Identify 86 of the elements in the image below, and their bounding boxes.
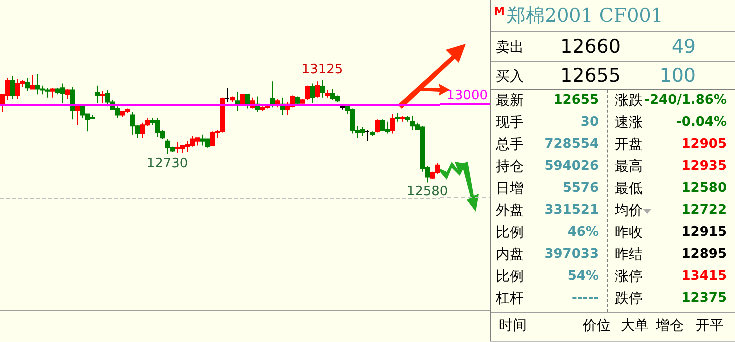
annotation: 12580 [406,184,448,200]
text: -0.04% [676,115,727,131]
text: 728554 [544,137,599,153]
candlestick [65,88,70,100]
text: 100 [660,65,696,87]
text: 涨停 [615,269,643,285]
text: M [494,4,505,20]
candlestick [95,85,100,104]
text: 卖出 [496,40,524,56]
text: 郑棉2001 CF001 [507,5,664,27]
candlestick [305,85,310,101]
candlestick [320,80,325,98]
text: 现手 [496,115,524,131]
text: 397033 [544,247,599,263]
candlestick [75,105,80,126]
text: 12660 [560,36,621,58]
candlestick [365,130,370,142]
text: 最低 [615,181,643,197]
candlestick [375,119,380,134]
text: 价位 [583,318,611,334]
text: 昨收 [615,225,643,241]
text: 331521 [544,203,599,219]
text: 13415 [682,269,727,285]
candlestick [295,96,300,105]
candlestick [390,114,395,134]
candlestick [230,96,235,103]
text: 大单 [621,318,649,334]
text: 12580 [682,181,727,197]
annotation: 12730 [146,156,188,172]
text: 时间 [499,318,527,334]
text: 12655 [554,93,599,109]
text: 买入 [496,69,524,85]
text: 594026 [544,159,599,175]
candlestick [70,86,75,120]
candlestick [100,90,105,104]
text: 跌停 [615,291,643,307]
text: 12895 [682,247,727,263]
text: 昨结 [615,247,643,263]
text: 最新 [496,93,524,109]
candlestick [370,131,375,136]
text: 杠杆 [496,291,524,307]
text: 外盘 [496,203,524,219]
text: 5576 [562,181,599,197]
candlestick [315,81,320,98]
candlestick [235,92,240,112]
candlestick [310,83,315,104]
candlestick [50,88,55,98]
candlestick [225,88,230,103]
text: ----- [572,291,599,307]
text: 增仓 [656,318,684,334]
text: 12722 [682,203,727,219]
text: 12655 [560,65,621,87]
candlestick [30,74,35,90]
text: 总手 [496,137,524,153]
text: 开盘 [615,137,643,153]
text: 13000 [446,88,488,104]
text: 均价 [615,203,643,219]
text: 12905 [682,137,727,153]
text: 日增 [496,181,524,197]
candlestick [10,76,15,100]
text: 12935 [682,159,727,175]
text: 12915 [682,225,727,241]
candlestick [405,116,410,122]
text: 30 [580,115,599,131]
text: 内盘 [496,247,524,263]
candlestick [270,81,275,108]
text: 46% [568,225,599,241]
candlestick [25,78,30,92]
candlestick [400,116,405,122]
text: 最高 [615,159,643,175]
text: 54% [568,269,599,285]
candlestick [395,112,400,122]
text: 速涨 [615,115,643,131]
candlestick [300,98,305,104]
annotation: 13125 [302,62,344,78]
text: 持仓 [496,159,524,175]
text: 49 [672,36,696,58]
text: 比例 [496,269,524,285]
candlestick [245,94,250,110]
candlestick [240,94,245,106]
text: 开平 [696,318,724,334]
candlestick [325,90,330,98]
text: 比例 [496,225,524,241]
text: -240/1.86% [644,93,727,109]
text: 涨跌 [615,93,643,109]
text: 12375 [682,291,727,307]
